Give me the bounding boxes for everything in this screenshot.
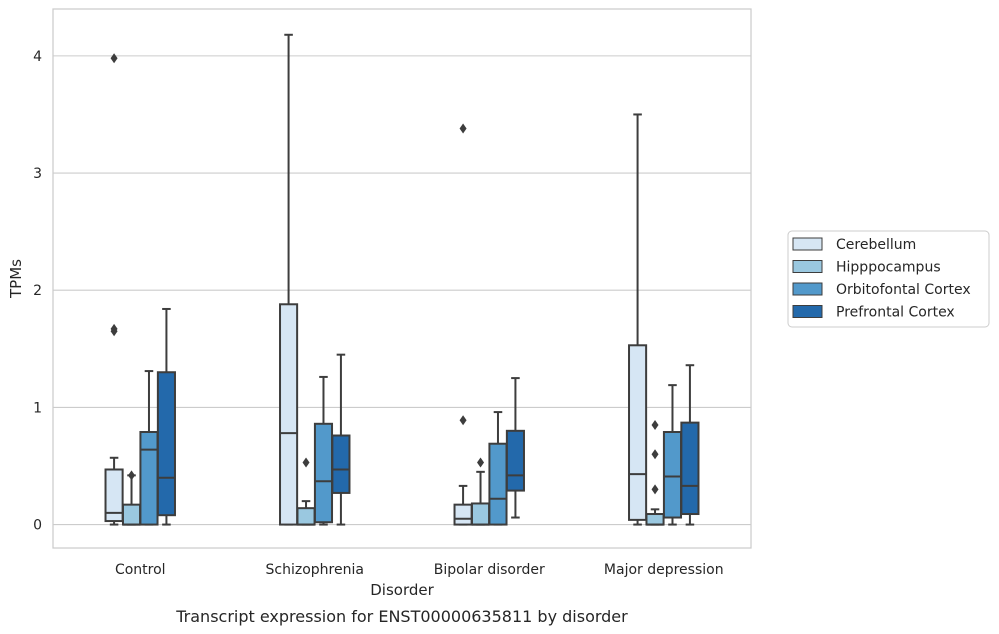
box-iqr — [453, 503, 473, 526]
outlier-point — [651, 449, 659, 460]
box — [139, 370, 159, 526]
box-iqr — [279, 303, 299, 526]
box-iqr — [470, 502, 491, 526]
box — [121, 470, 142, 526]
outlier-point — [302, 457, 310, 468]
y-tick-label: 3 — [33, 166, 42, 182]
box-series — [104, 33, 700, 526]
y-axis-ticks: 0 1 2 3 4 — [33, 49, 42, 534]
x-axis-ticks: Control Schizophrenia Bipolar disorder Majo… — [115, 562, 724, 578]
box — [505, 377, 525, 519]
box-iqr — [645, 513, 665, 526]
box — [331, 353, 351, 526]
box — [296, 457, 316, 526]
outlier-point — [651, 484, 659, 495]
y-tick-label: 0 — [33, 518, 42, 534]
legend-swatch — [792, 237, 823, 251]
box-iqr — [662, 430, 683, 519]
box-iqr — [121, 503, 142, 526]
box — [488, 411, 508, 526]
box-iqr — [488, 442, 508, 526]
box-iqr — [156, 371, 176, 517]
legend-label: Hipppocampus — [836, 260, 941, 276]
box — [279, 33, 299, 526]
box — [628, 113, 648, 526]
box — [313, 375, 334, 526]
outlier-point — [459, 123, 467, 134]
outlier-point — [128, 470, 136, 481]
box — [645, 419, 665, 526]
box — [470, 457, 491, 526]
chart-caption: Transcript expression for ENST0000063581… — [175, 607, 628, 626]
legend-swatch — [792, 260, 823, 273]
plot-area-frame — [52, 8, 752, 549]
legend-frame — [787, 230, 990, 328]
legend-label: Prefrontal Cortex — [836, 305, 955, 321]
outlier-point — [651, 419, 659, 430]
outlier-point — [477, 457, 485, 468]
legend-swatch — [792, 282, 823, 296]
y-tick-label: 4 — [33, 49, 42, 65]
box — [453, 123, 473, 526]
legend-label: Cerebellum — [836, 237, 916, 253]
outlier-point — [110, 53, 118, 64]
box-iqr — [296, 507, 316, 526]
x-tick-label: Control — [115, 562, 166, 578]
box-iqr — [104, 468, 124, 523]
box — [104, 53, 124, 526]
x-tick-label: Bipolar disorder — [434, 562, 545, 578]
x-axis-label: Disorder — [370, 581, 434, 599]
box-iqr — [331, 434, 351, 494]
y-tick-label: 2 — [33, 283, 42, 299]
x-tick-label: Schizophrenia — [266, 562, 364, 578]
legend-swatch — [792, 305, 823, 318]
box-iqr — [313, 422, 334, 524]
y-axis-label: TPMs — [7, 259, 25, 299]
legend: Cerebellum Hipppocampus Orbitofontal Corte… — [787, 230, 990, 328]
box-iqr — [139, 430, 159, 526]
box — [156, 307, 176, 526]
box — [680, 364, 700, 526]
x-tick-label: Major depression — [604, 562, 724, 578]
box-iqr — [628, 344, 648, 521]
y-tick-label: 1 — [33, 400, 42, 416]
legend-label: Orbitofontal Cortex — [836, 282, 971, 298]
box-iqr — [680, 421, 700, 516]
box-iqr — [505, 429, 525, 492]
outlier-point — [110, 323, 118, 334]
box — [662, 384, 683, 526]
outlier-point — [459, 415, 467, 426]
